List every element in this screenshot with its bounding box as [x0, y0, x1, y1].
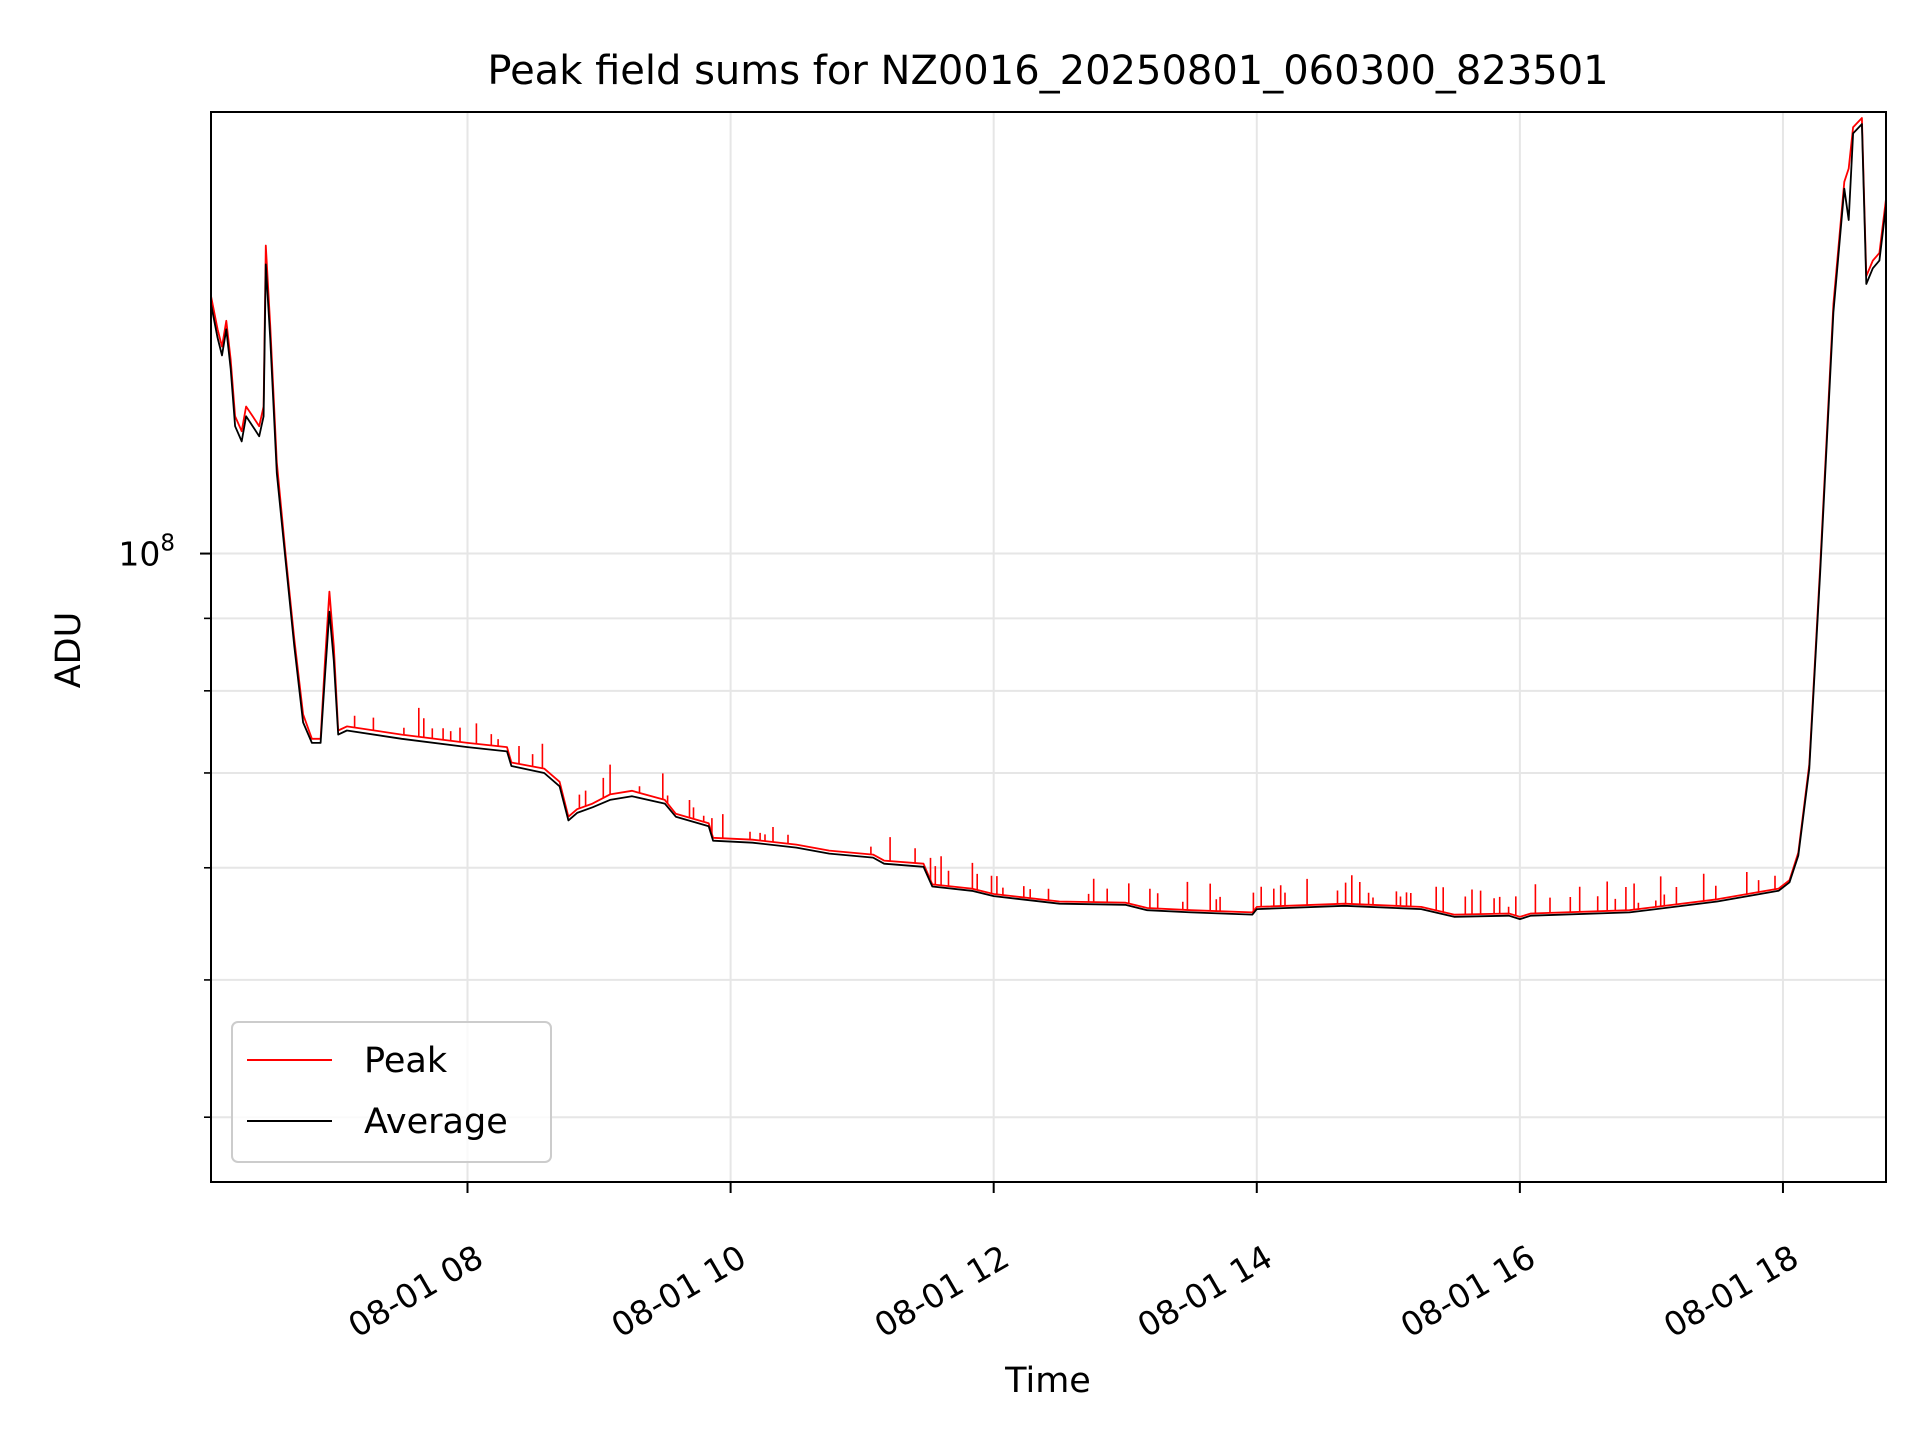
y-axis-label: ADU	[49, 612, 89, 689]
grid-lines	[211, 112, 1886, 1182]
series-lines	[210, 117, 1887, 920]
peak-spike-path	[353, 707, 1776, 916]
y-tick-label: 108	[118, 531, 175, 574]
legend-label-peak: Peak	[364, 1041, 448, 1081]
chart-title: Peak field sums for NZ0016_20250801_0603…	[487, 48, 1608, 94]
legend-box	[231, 1021, 552, 1163]
series-line-average	[210, 123, 1887, 920]
peak-spikes	[353, 707, 1776, 916]
plot-area-frame	[210, 111, 1887, 1183]
x-axis-label: Time	[1004, 1361, 1091, 1401]
legend-label-average: Average	[364, 1102, 508, 1142]
y-tick-label-exponent: 8	[160, 531, 175, 557]
legend: Peak Average	[231, 1021, 552, 1163]
